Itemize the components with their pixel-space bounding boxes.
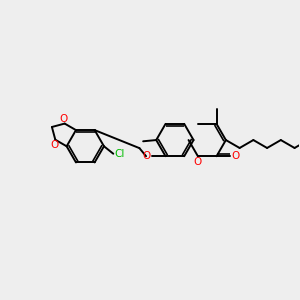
Text: O: O bbox=[231, 151, 239, 161]
Text: O: O bbox=[194, 157, 202, 167]
Text: O: O bbox=[142, 151, 150, 161]
Text: O: O bbox=[50, 140, 58, 150]
Text: Cl: Cl bbox=[115, 149, 125, 159]
Text: O: O bbox=[59, 114, 68, 124]
